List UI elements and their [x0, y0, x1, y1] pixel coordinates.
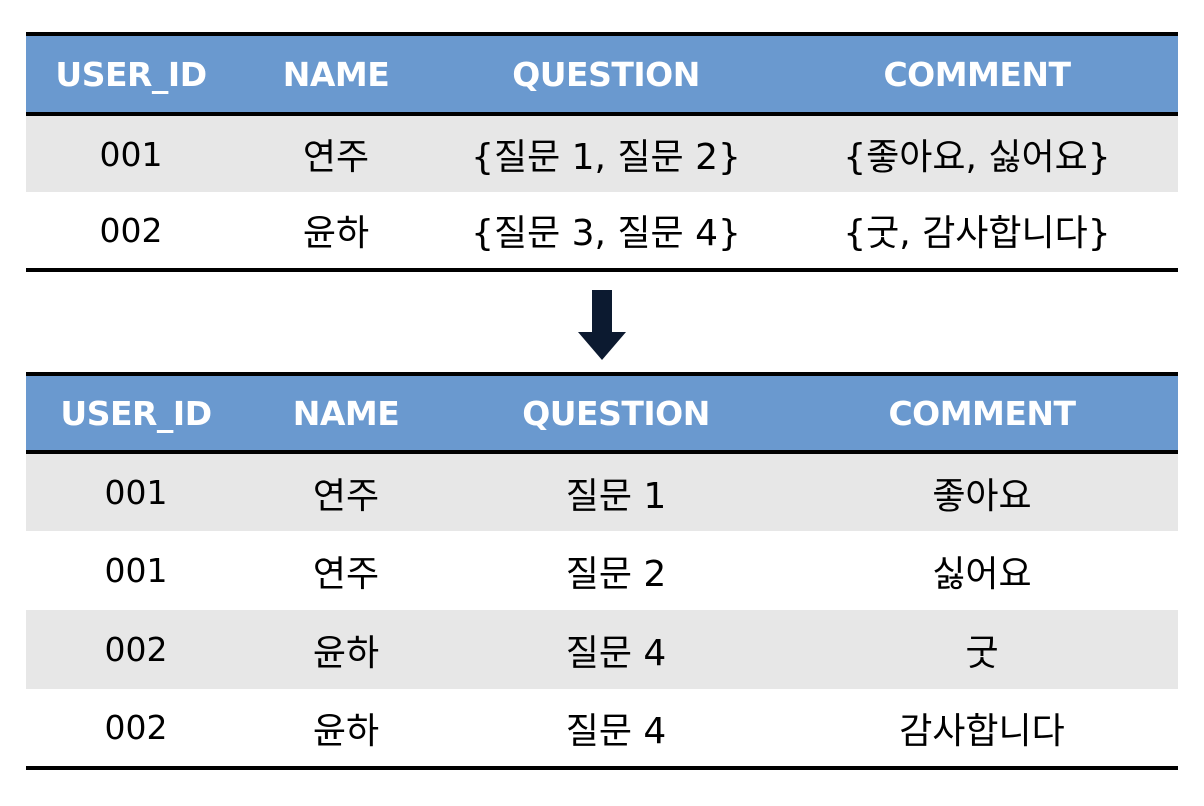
- column-header-name: NAME: [246, 374, 446, 454]
- table-row: 001 연주 질문 2 싫어요: [26, 531, 1178, 610]
- comment-cell: 싫어요: [786, 531, 1178, 610]
- name-cell: 윤하: [246, 610, 446, 689]
- user-id-cell: 002: [26, 689, 246, 768]
- arrow-down-icon: [578, 290, 626, 360]
- comment-cell: 감사합니다: [786, 689, 1178, 768]
- table-row: 002 윤하 질문 4 감사합니다: [26, 689, 1178, 768]
- column-header-user-id: USER_ID: [26, 34, 236, 116]
- user-id-cell: 001: [26, 452, 246, 531]
- question-cell: {질문 1, 질문 2}: [436, 114, 776, 192]
- column-header-comment: COMMENT: [776, 34, 1178, 116]
- name-cell: 연주: [246, 452, 446, 531]
- comment-cell: 좋아요: [786, 452, 1178, 531]
- comment-cell: {굿, 감사합니다}: [776, 192, 1178, 270]
- question-cell: {질문 3, 질문 4}: [436, 192, 776, 270]
- question-cell: 질문 2: [446, 531, 786, 610]
- question-cell: 질문 1: [446, 452, 786, 531]
- name-cell: 연주: [246, 531, 446, 610]
- table-header-row: USER_ID NAME QUESTION COMMENT: [26, 374, 1178, 454]
- question-cell: 질문 4: [446, 610, 786, 689]
- user-id-cell: 001: [26, 531, 246, 610]
- table-row: 002 윤하 {질문 3, 질문 4} {굿, 감사합니다}: [26, 192, 1178, 270]
- table-row: 001 연주 {질문 1, 질문 2} {좋아요, 싫어요}: [26, 114, 1178, 192]
- column-header-comment: COMMENT: [786, 374, 1178, 454]
- name-cell: 윤하: [246, 689, 446, 768]
- column-header-question: QUESTION: [446, 374, 786, 454]
- table-row: 001 연주 질문 1 좋아요: [26, 452, 1178, 531]
- user-id-cell: 001: [26, 114, 236, 192]
- column-header-question: QUESTION: [436, 34, 776, 116]
- table-row: 002 윤하 질문 4 굿: [26, 610, 1178, 689]
- table-header-row: USER_ID NAME QUESTION COMMENT: [26, 34, 1178, 116]
- column-header-user-id: USER_ID: [26, 374, 246, 454]
- source-table: USER_ID NAME QUESTION COMMENT 001 연주 {질문…: [26, 32, 1178, 272]
- normalized-table: USER_ID NAME QUESTION COMMENT 001 연주 질문 …: [26, 372, 1178, 770]
- user-id-cell: 002: [26, 192, 236, 270]
- question-cell: 질문 4: [446, 689, 786, 768]
- name-cell: 윤하: [236, 192, 436, 270]
- user-id-cell: 002: [26, 610, 246, 689]
- name-cell: 연주: [236, 114, 436, 192]
- comment-cell: 굿: [786, 610, 1178, 689]
- comment-cell: {좋아요, 싫어요}: [776, 114, 1178, 192]
- column-header-name: NAME: [236, 34, 436, 116]
